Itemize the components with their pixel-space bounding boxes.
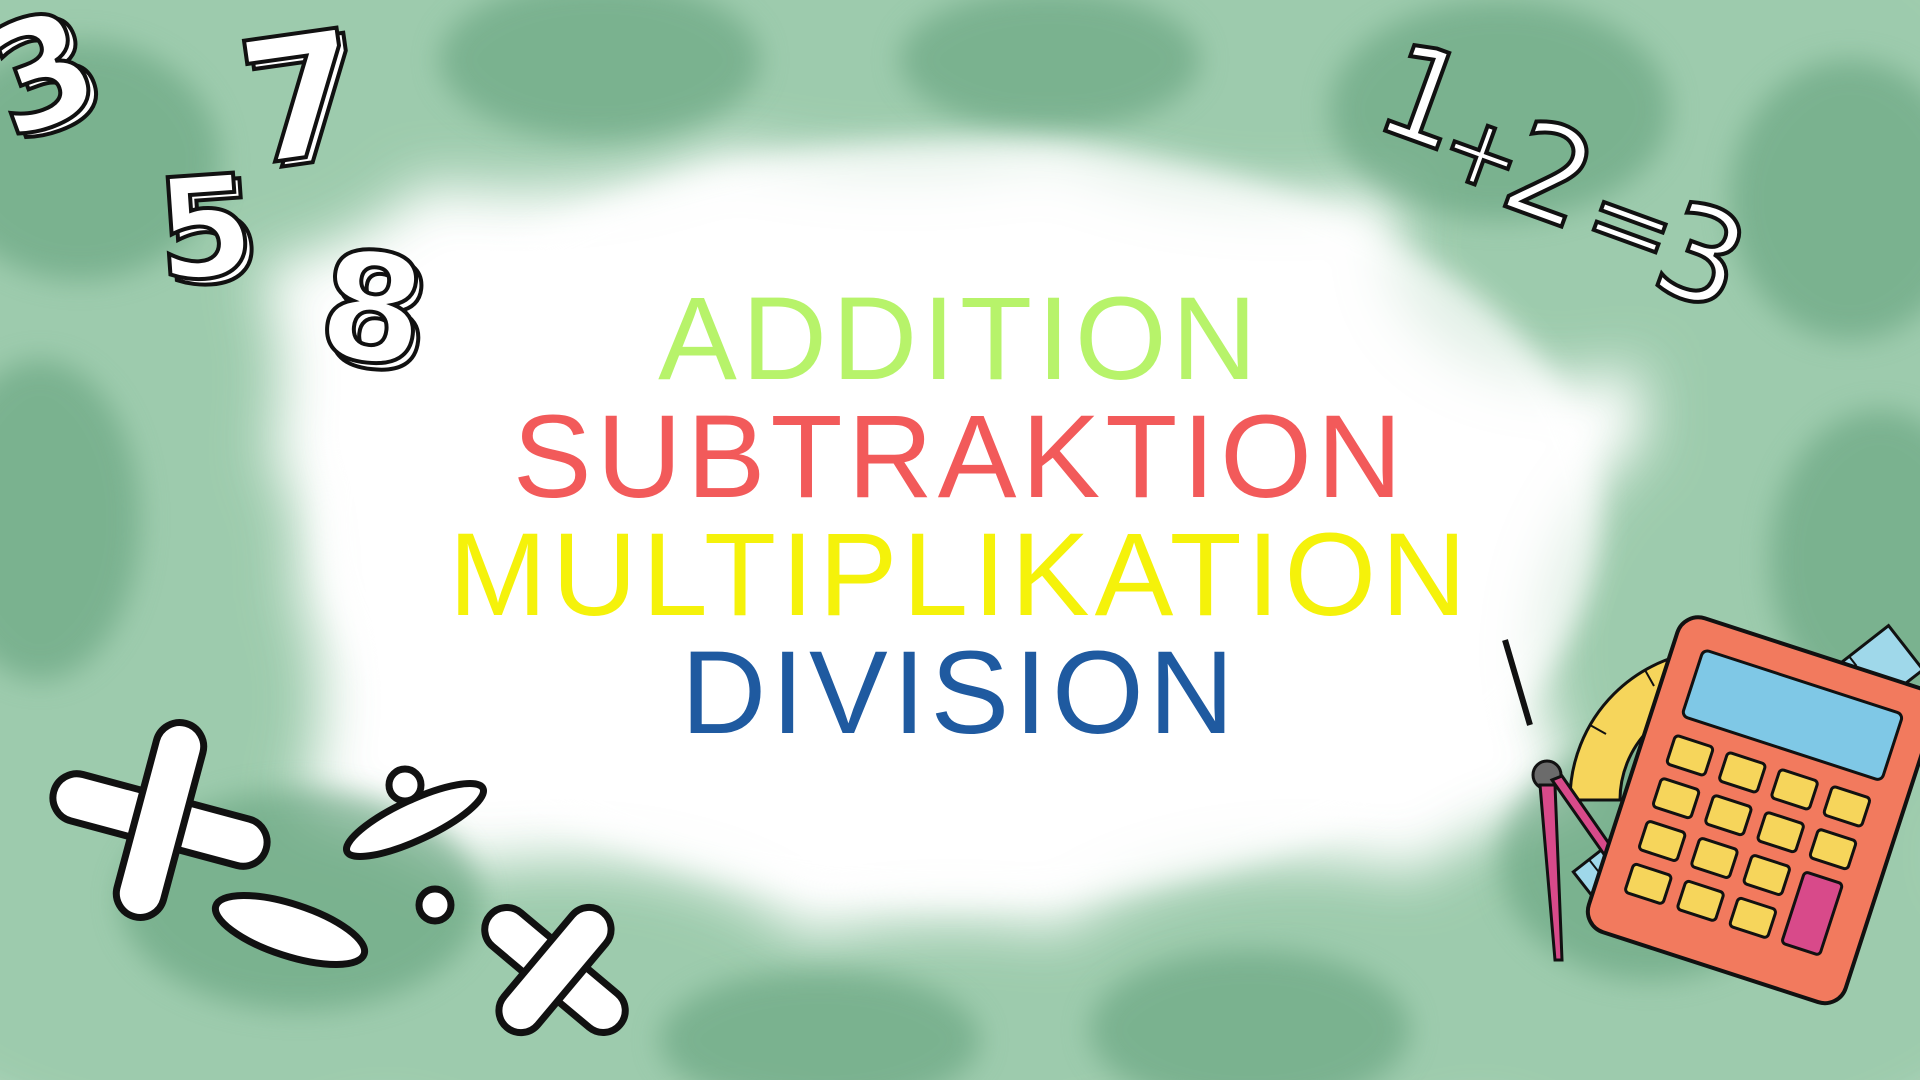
digit-eight-shadow: 8: [317, 224, 439, 408]
small-times-icon: [481, 903, 629, 1037]
word-division: DIVISION: [681, 627, 1239, 759]
digit-five-shadow: 5: [157, 150, 266, 319]
word-subtraktion: SUBTRAKTION: [512, 391, 1408, 523]
digit-seven-shadow: 7: [235, 0, 380, 211]
calculator-icon: [1585, 615, 1920, 1006]
minus-icon: [211, 891, 369, 969]
digit-five: 5: [151, 145, 260, 314]
digit-three: 3: [0, 0, 120, 174]
operations-title: ADDITION SUBTRAKTION MULTIPLIKATION DIVI…: [0, 280, 1920, 752]
word-multiplikation: MULTIPLIKATION: [448, 509, 1472, 641]
division-dot-top: [385, 765, 425, 805]
digit-eight: 8: [311, 218, 433, 402]
division-dot-bottom: [415, 885, 455, 925]
times-icon: [49, 719, 271, 921]
word-addition: ADDITION: [658, 273, 1262, 405]
digit-seven: 7: [228, 0, 373, 206]
